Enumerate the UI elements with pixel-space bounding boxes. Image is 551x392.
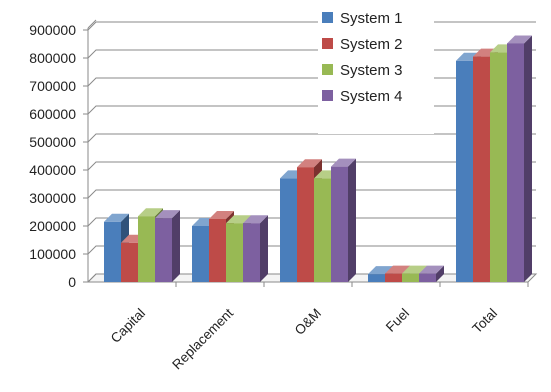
bar-side bbox=[436, 265, 444, 282]
bar-top bbox=[297, 159, 322, 168]
bar-side bbox=[348, 158, 356, 282]
bars bbox=[104, 35, 532, 283]
gridline bbox=[87, 161, 536, 171]
bar-top bbox=[155, 210, 180, 219]
y-tick-label: 600000 bbox=[29, 106, 76, 122]
legend-swatch bbox=[322, 12, 333, 23]
y-tick-labels: 0 100000 200000 300000 400000 500000 600000 700… bbox=[29, 22, 76, 290]
legend-label: System 4 bbox=[340, 88, 403, 105]
x-tick-label: Fuel bbox=[383, 306, 412, 335]
bar bbox=[243, 215, 268, 282]
bar-front bbox=[331, 166, 348, 282]
bar-front bbox=[155, 218, 172, 282]
bar-top bbox=[243, 215, 268, 224]
y-axis-depth bbox=[87, 19, 97, 29]
y-tick-label: 300000 bbox=[29, 190, 76, 206]
bar-front bbox=[314, 178, 331, 282]
y-tick-label: 400000 bbox=[29, 162, 76, 178]
y-tick-label: 100000 bbox=[29, 246, 76, 262]
bar-front bbox=[192, 226, 209, 282]
y-tick-label: 200000 bbox=[29, 218, 76, 234]
bar-side bbox=[524, 35, 532, 282]
y-tick-label: 900000 bbox=[29, 22, 76, 38]
legend-swatch bbox=[322, 64, 333, 75]
bar-side bbox=[260, 215, 268, 282]
y-tick-label: 500000 bbox=[29, 134, 76, 150]
gridline bbox=[87, 245, 536, 255]
bar-front bbox=[226, 223, 243, 282]
bar-front bbox=[419, 273, 436, 282]
bar-front bbox=[138, 216, 155, 282]
bar-front bbox=[209, 219, 226, 282]
legend: System 1 System 2 System 3 System 4 bbox=[318, 6, 434, 134]
gridline bbox=[87, 217, 536, 227]
legend-swatch bbox=[322, 90, 333, 101]
legend-label: System 1 bbox=[340, 10, 403, 27]
bar-top bbox=[385, 265, 410, 274]
bar-top bbox=[419, 265, 444, 274]
x-tick-label: Replacement bbox=[169, 305, 236, 372]
x-tick-label: Total bbox=[469, 306, 500, 337]
y-tick-label: 800000 bbox=[29, 50, 76, 66]
bar bbox=[155, 210, 180, 282]
bar bbox=[331, 158, 356, 282]
legend-box bbox=[318, 6, 434, 134]
y-tick-label: 700000 bbox=[29, 78, 76, 94]
bar-front bbox=[121, 242, 138, 282]
bar-top bbox=[331, 158, 356, 167]
bar-front bbox=[297, 167, 314, 282]
legend-label: System 2 bbox=[340, 36, 403, 53]
bar-top bbox=[507, 35, 532, 44]
bar-front bbox=[280, 178, 297, 282]
bar-front bbox=[368, 274, 385, 282]
bar-side bbox=[172, 210, 180, 282]
bar bbox=[419, 265, 444, 282]
legend-swatch bbox=[322, 38, 333, 49]
gridline bbox=[87, 189, 536, 199]
bar bbox=[507, 35, 532, 282]
bar-front bbox=[402, 273, 419, 282]
bar-front bbox=[104, 221, 121, 282]
x-tick-label: O&M bbox=[292, 306, 324, 338]
bar-top bbox=[402, 265, 427, 274]
bar-front bbox=[243, 223, 260, 282]
bar-front bbox=[456, 60, 473, 282]
x-tick-labels: Capital Replacement O&M Fuel Total bbox=[108, 305, 500, 372]
bar-front bbox=[507, 43, 524, 282]
bar-front bbox=[473, 56, 490, 282]
legend-label: System 3 bbox=[340, 62, 403, 79]
x-tick-label: Capital bbox=[108, 306, 148, 346]
bar-front bbox=[385, 273, 402, 282]
bar-top bbox=[138, 208, 163, 217]
bar-top bbox=[209, 211, 234, 219]
bar-top bbox=[226, 215, 251, 224]
y-tick-label: 0 bbox=[68, 274, 76, 290]
bar-front bbox=[490, 52, 507, 283]
bar-top bbox=[104, 213, 129, 222]
